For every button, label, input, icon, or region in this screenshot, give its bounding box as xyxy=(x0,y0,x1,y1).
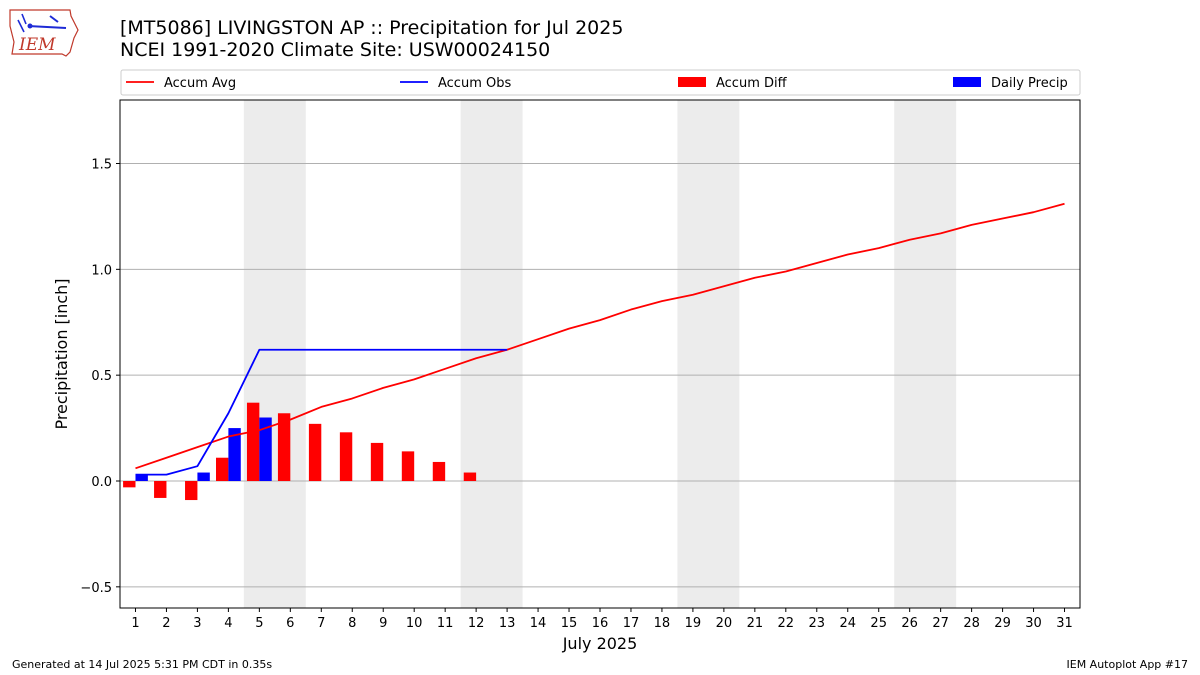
y-tick-label: 0.5 xyxy=(91,369,112,384)
x-tick-label: 24 xyxy=(839,616,856,631)
accum-diff-bar xyxy=(216,457,229,481)
x-tick-label: 4 xyxy=(224,616,232,631)
weekend-band xyxy=(894,100,957,608)
weekend-band xyxy=(677,100,740,608)
y-tick-label: 1.5 xyxy=(91,158,112,173)
x-tick-label: 10 xyxy=(406,616,423,631)
x-tick-label: 19 xyxy=(685,616,702,631)
iem-logo: IEM xyxy=(9,9,79,57)
accum-diff-bar xyxy=(370,442,384,481)
legend-accum-diff-swatch xyxy=(678,77,706,87)
x-axis-ticks: 1 2 3 4 5 6 7 8 9 10 11 12 13 14 15 16 17 18 19 20 21 22 23 24 2… xyxy=(131,608,1073,631)
y-tick-label: 1.0 xyxy=(91,263,112,278)
x-tick-label: 9 xyxy=(379,616,387,631)
x-tick-label: 15 xyxy=(561,616,578,631)
gridlines xyxy=(120,163,1080,588)
daily-precip-bar xyxy=(228,428,241,481)
x-tick-label: 30 xyxy=(1025,616,1042,631)
x-tick-label: 3 xyxy=(193,616,201,631)
accum-obs-line xyxy=(135,348,508,476)
x-tick-label: 7 xyxy=(317,616,325,631)
accum-diff-bar xyxy=(432,461,446,481)
x-tick-label: 26 xyxy=(901,616,918,631)
title-line-2: NCEI 1991-2020 Climate Site: USW00024150 xyxy=(120,39,551,61)
legend-daily-precip-label: Daily Precip xyxy=(991,76,1068,91)
x-tick-label: 29 xyxy=(994,616,1011,631)
accum-avg-line xyxy=(135,202,1065,470)
x-tick-label: 11 xyxy=(437,616,454,631)
x-tick-label: 22 xyxy=(778,616,795,631)
accum-diff-bar xyxy=(339,432,353,481)
accum-diff-bar xyxy=(308,423,322,481)
accum-diff-bar xyxy=(401,451,415,481)
lines xyxy=(135,202,1065,476)
legend-daily-precip-swatch xyxy=(953,77,981,87)
legend-box xyxy=(120,69,1081,96)
y-axis-label: Precipitation [inch] xyxy=(52,278,71,429)
x-tick-label: 5 xyxy=(255,616,263,631)
weekend-shading xyxy=(243,100,957,608)
footer-generated: Generated at 14 Jul 2025 5:31 PM CDT in … xyxy=(12,658,273,671)
title-line-1: [MT5086] LIVINGSTON AP :: Precipitation … xyxy=(120,17,624,39)
chart-title: [MT5086] LIVINGSTON AP :: Precipitation … xyxy=(120,17,623,61)
daily-precip-bar xyxy=(197,472,210,481)
x-tick-label: 20 xyxy=(716,616,733,631)
accum-diff-bar xyxy=(277,413,291,481)
x-tick-label: 6 xyxy=(286,616,294,631)
x-tick-label: 17 xyxy=(623,616,640,631)
x-tick-label: 31 xyxy=(1056,616,1073,631)
x-tick-label: 16 xyxy=(592,616,609,631)
y-tick-label: −0.5 xyxy=(80,581,112,596)
accum-diff-bar xyxy=(246,402,260,481)
x-axis-label: July 2025 xyxy=(562,634,638,653)
x-tick-label: 13 xyxy=(499,616,516,631)
bars xyxy=(123,402,477,501)
logo-text: IEM xyxy=(18,35,56,55)
accum-diff-bar xyxy=(185,481,198,501)
weekend-band xyxy=(243,100,306,608)
y-tick-label: 0.0 xyxy=(91,475,112,490)
daily-precip-bar xyxy=(259,417,272,481)
legend-accum-obs-label: Accum Obs xyxy=(438,76,511,91)
y-axis-ticks: −0.5 0.0 0.5 1.0 1.5 xyxy=(80,158,120,596)
x-tick-label: 8 xyxy=(348,616,356,631)
legend-accum-avg-label: Accum Avg xyxy=(164,76,236,91)
x-tick-label: 1 xyxy=(131,616,139,631)
x-tick-label: 27 xyxy=(932,616,949,631)
x-tick-label: 25 xyxy=(870,616,887,631)
x-tick-label: 28 xyxy=(963,616,980,631)
x-tick-label: 18 xyxy=(654,616,671,631)
x-tick-label: 21 xyxy=(747,616,764,631)
x-tick-label: 14 xyxy=(530,616,547,631)
legend-accum-diff-label: Accum Diff xyxy=(716,76,788,91)
x-tick-label: 2 xyxy=(162,616,170,631)
iowa-state-outline-icon xyxy=(9,9,79,57)
accum-diff-bar xyxy=(123,481,136,488)
daily-precip-bar xyxy=(135,474,148,481)
footer-app: IEM Autoplot App #17 xyxy=(1066,658,1189,671)
accum-diff-bar xyxy=(463,472,477,481)
legend: Accum Avg Accum Obs Accum Diff Daily Precip xyxy=(120,69,1081,96)
accum-diff-bar xyxy=(154,481,167,498)
x-tick-label: 23 xyxy=(809,616,826,631)
x-tick-label: 12 xyxy=(468,616,485,631)
